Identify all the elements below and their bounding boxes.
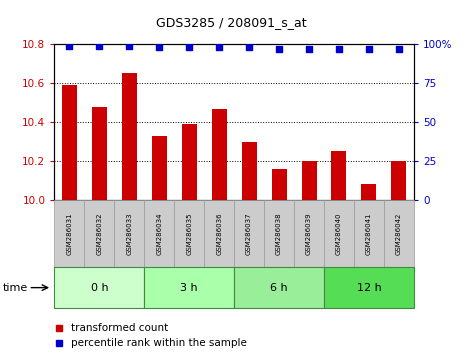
Bar <box>182 124 197 200</box>
Bar <box>152 136 166 200</box>
Bar <box>391 161 406 200</box>
Point <box>66 43 73 48</box>
Text: GSM286037: GSM286037 <box>246 212 252 255</box>
Text: GDS3285 / 208091_s_at: GDS3285 / 208091_s_at <box>157 16 307 29</box>
Text: GSM286032: GSM286032 <box>96 212 102 255</box>
Point <box>395 46 403 52</box>
Point <box>335 46 343 52</box>
Point <box>365 46 373 52</box>
Point <box>96 43 103 48</box>
Point <box>275 46 283 52</box>
Text: GSM286031: GSM286031 <box>66 212 72 255</box>
Bar <box>62 85 77 200</box>
Point <box>245 45 253 50</box>
Bar <box>211 108 227 200</box>
Text: transformed count: transformed count <box>71 323 168 333</box>
Text: GSM286039: GSM286039 <box>306 212 312 255</box>
Point <box>185 45 193 50</box>
Bar <box>361 184 377 200</box>
Bar <box>122 74 137 200</box>
Text: GSM286042: GSM286042 <box>396 212 402 255</box>
Text: percentile rank within the sample: percentile rank within the sample <box>71 338 247 348</box>
Text: GSM286038: GSM286038 <box>276 212 282 255</box>
Point <box>305 46 313 52</box>
Text: GSM286035: GSM286035 <box>186 212 192 255</box>
Text: GSM286040: GSM286040 <box>336 212 342 255</box>
Text: 12 h: 12 h <box>357 282 381 293</box>
Text: GSM286041: GSM286041 <box>366 212 372 255</box>
Bar <box>92 107 107 200</box>
Text: GSM286034: GSM286034 <box>156 212 162 255</box>
Text: time: time <box>2 282 27 293</box>
Bar <box>272 169 287 200</box>
Text: GSM286036: GSM286036 <box>216 212 222 255</box>
Bar <box>242 142 256 200</box>
Text: 0 h: 0 h <box>90 282 108 293</box>
Text: GSM286033: GSM286033 <box>126 212 132 255</box>
Bar <box>302 161 316 200</box>
Point <box>156 45 163 50</box>
Point <box>215 45 223 50</box>
Text: 6 h: 6 h <box>270 282 288 293</box>
Point <box>125 43 133 48</box>
Bar <box>332 152 346 200</box>
Text: 3 h: 3 h <box>180 282 198 293</box>
